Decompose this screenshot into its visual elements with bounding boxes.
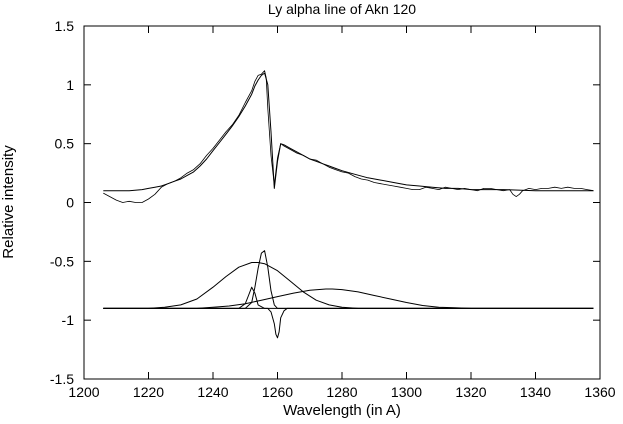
x-tick-label: 1200 <box>68 384 99 400</box>
plot-frame <box>83 25 601 380</box>
y-tick-label: 1.5 <box>55 18 75 34</box>
series-group <box>103 70 594 339</box>
x-tick-label: 1320 <box>455 384 486 400</box>
x-tick-label: 1300 <box>391 384 422 400</box>
y-tick-label: 1 <box>66 77 74 93</box>
x-tick-label: 1240 <box>197 384 228 400</box>
axis-ticks: 1200 1220 1240 1260 1280 1300 1320 1340 1360 -1.5… <box>50 18 616 400</box>
series-broad-component-line <box>103 262 594 309</box>
x-tick-label: 1340 <box>520 384 551 400</box>
y-tick-label: -1.5 <box>50 371 74 387</box>
series-narrow-emission-component-line <box>103 250 594 309</box>
y-tick-label: 0 <box>66 195 74 211</box>
x-tick-label: 1220 <box>133 384 164 400</box>
x-tick-label: 1260 <box>262 384 293 400</box>
y-axis-title: Relative intensity <box>0 145 17 259</box>
series-model-fit-line <box>103 72 594 192</box>
x-axis-title: Wavelength (in A) <box>283 402 401 419</box>
y-tick-label: 0.5 <box>55 136 75 152</box>
y-tick-label: -1 <box>62 312 75 328</box>
series-observed-spectrum-line <box>103 70 594 203</box>
series-small-blue-component-line <box>103 286 594 309</box>
y-tick-label: -0.5 <box>50 253 74 269</box>
series-absorption-component-line <box>103 307 594 339</box>
series-wide-red-component-line <box>103 288 594 309</box>
x-tick-label: 1280 <box>326 384 357 400</box>
x-tick-label: 1360 <box>584 384 615 400</box>
chart-title: Ly alpha line of Akn 120 <box>268 1 416 17</box>
